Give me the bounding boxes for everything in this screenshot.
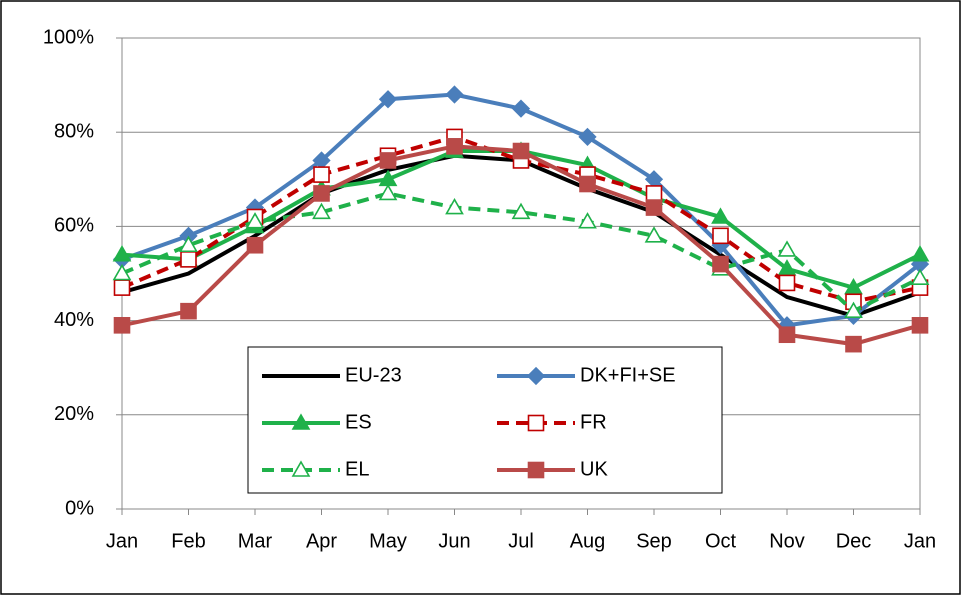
legend-marker (291, 413, 311, 430)
marker (578, 212, 597, 229)
marker (446, 138, 463, 155)
marker (180, 302, 197, 320)
marker (910, 268, 930, 286)
marker (778, 274, 796, 292)
x-tick-label: May (369, 530, 407, 552)
x-tick-label: Dec (836, 530, 872, 552)
y-tick-label: 80% (54, 120, 94, 142)
x-tick-label: Aug (570, 530, 606, 552)
marker (445, 85, 464, 104)
marker (313, 166, 330, 183)
legend-label: FR (580, 411, 607, 433)
marker (245, 212, 265, 229)
legend: EU-23 DK+FI+SE ES FR EL UK (247, 346, 723, 494)
x-tick-label: Apr (306, 530, 337, 552)
y-tick-label: 100% (43, 26, 94, 48)
x-tick-label: Nov (769, 530, 805, 552)
marker (645, 199, 663, 216)
marker (579, 175, 596, 193)
marker (246, 236, 264, 254)
marker (911, 317, 929, 334)
series (113, 138, 929, 353)
marker (711, 207, 730, 224)
legend-label: EL (345, 458, 369, 480)
marker (778, 326, 796, 344)
legend-label: EU-23 (345, 364, 402, 386)
legend-label: DK+FI+SE (580, 364, 676, 386)
legend-marker (526, 366, 546, 386)
x-tick-label: Jun (438, 530, 470, 552)
y-tick-label: 60% (54, 215, 94, 237)
legend-marker (291, 460, 311, 477)
series (112, 85, 930, 335)
marker (511, 202, 531, 220)
marker (512, 142, 530, 160)
x-tick-label: Oct (705, 530, 737, 552)
legend-label: ES (345, 411, 372, 433)
marker (378, 183, 398, 201)
marker (378, 90, 398, 109)
marker (312, 202, 331, 220)
legend-marker (527, 414, 545, 432)
marker (845, 335, 862, 353)
marker (445, 197, 464, 215)
marker (712, 227, 729, 245)
x-tick-label: Jan (904, 530, 936, 552)
marker (113, 317, 131, 334)
marker (645, 185, 663, 202)
marker (313, 185, 330, 202)
marker (112, 245, 132, 262)
marker (712, 255, 729, 273)
x-tick-label: Sep (636, 530, 672, 552)
marker (844, 301, 863, 318)
x-tick-label: Jul (508, 530, 534, 552)
marker (379, 152, 397, 169)
legend-label: UK (580, 458, 608, 480)
marker (910, 245, 930, 262)
y-tick-label: 40% (54, 309, 94, 331)
x-tick-label: Feb (171, 530, 205, 552)
x-tick-label: Jan (106, 530, 138, 552)
marker (180, 251, 197, 268)
marker (179, 235, 198, 253)
marker (511, 99, 531, 118)
legend-marker (527, 461, 545, 479)
y-tick-label: 0% (65, 497, 94, 519)
marker (113, 279, 131, 296)
y-tick-label: 20% (54, 403, 94, 425)
x-tick-label: Mar (238, 530, 273, 552)
series (113, 128, 929, 311)
marker (777, 240, 797, 257)
marker (644, 226, 664, 243)
series (112, 183, 930, 318)
marker (578, 127, 597, 147)
marker (112, 263, 132, 281)
